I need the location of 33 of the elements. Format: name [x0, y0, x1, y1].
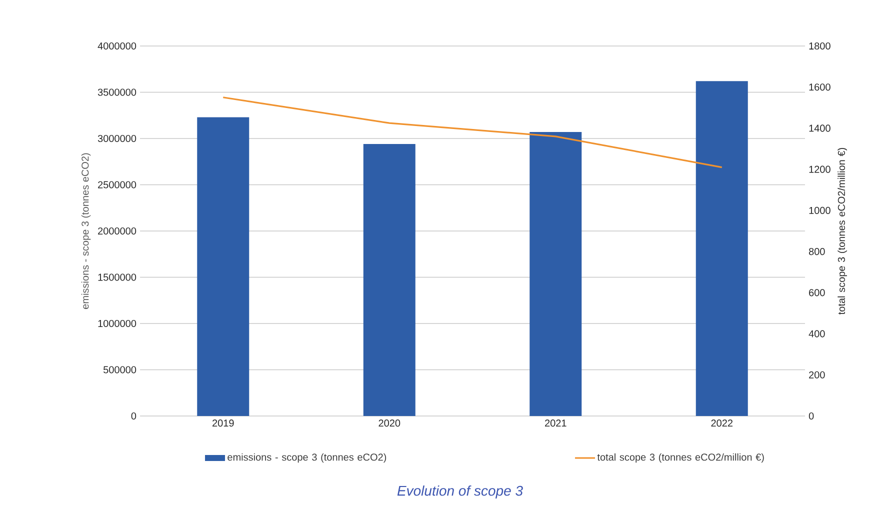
bar [197, 117, 250, 416]
text: Evolution of scope 3 [397, 485, 523, 499]
y2-axis-title: total scope 3 (tonnes eCO2/million €) [838, 148, 847, 314]
x-tick-label: 2022 [711, 420, 733, 427]
line-series [222, 96, 723, 168]
y2-tick-label: 1800 [809, 42, 830, 50]
y2-tick-label: 400 [808, 330, 825, 338]
y2-tick-label: 600 [809, 289, 825, 296]
y-tick-label: 4000000 [98, 42, 136, 50]
legend-label: total scope 3 (tonnes eCO2/million €) [597, 453, 764, 463]
bar [363, 144, 416, 416]
x-tick-label: 2020 [378, 420, 400, 427]
y2-tick-label: 1200 [809, 166, 830, 173]
y2-tick-label: 1400 [809, 124, 830, 132]
x-tick-label: 2019 [212, 420, 234, 427]
y2-tick-label: 0 [808, 412, 814, 420]
y2-tick-label: 800 [808, 248, 825, 256]
y2-tick-label: 200 [809, 371, 825, 378]
y-axis-title: emissions - scope 3 (tonnes eCO2) [81, 153, 91, 309]
legend-label: emissions - scope 3 (tonnes eCO2) [228, 453, 386, 463]
bar [696, 81, 748, 416]
y-tick-label: 0 [131, 412, 136, 420]
y-tick-label: 2500000 [98, 181, 136, 188]
y2-tick-label: 1600 [809, 84, 830, 91]
x-tick-label: 2021 [545, 420, 566, 427]
bar [530, 132, 582, 416]
y-tick-label: 500000 [104, 366, 136, 374]
y-tick-label: 3000000 [98, 134, 136, 142]
y-tick-label: 3500000 [98, 88, 136, 96]
y-tick-label: 1000000 [98, 320, 136, 328]
y-tick-label: 1500000 [98, 274, 136, 281]
y2-tick-label: 1000 [809, 206, 830, 214]
y-tick-label: 2000000 [98, 227, 136, 235]
